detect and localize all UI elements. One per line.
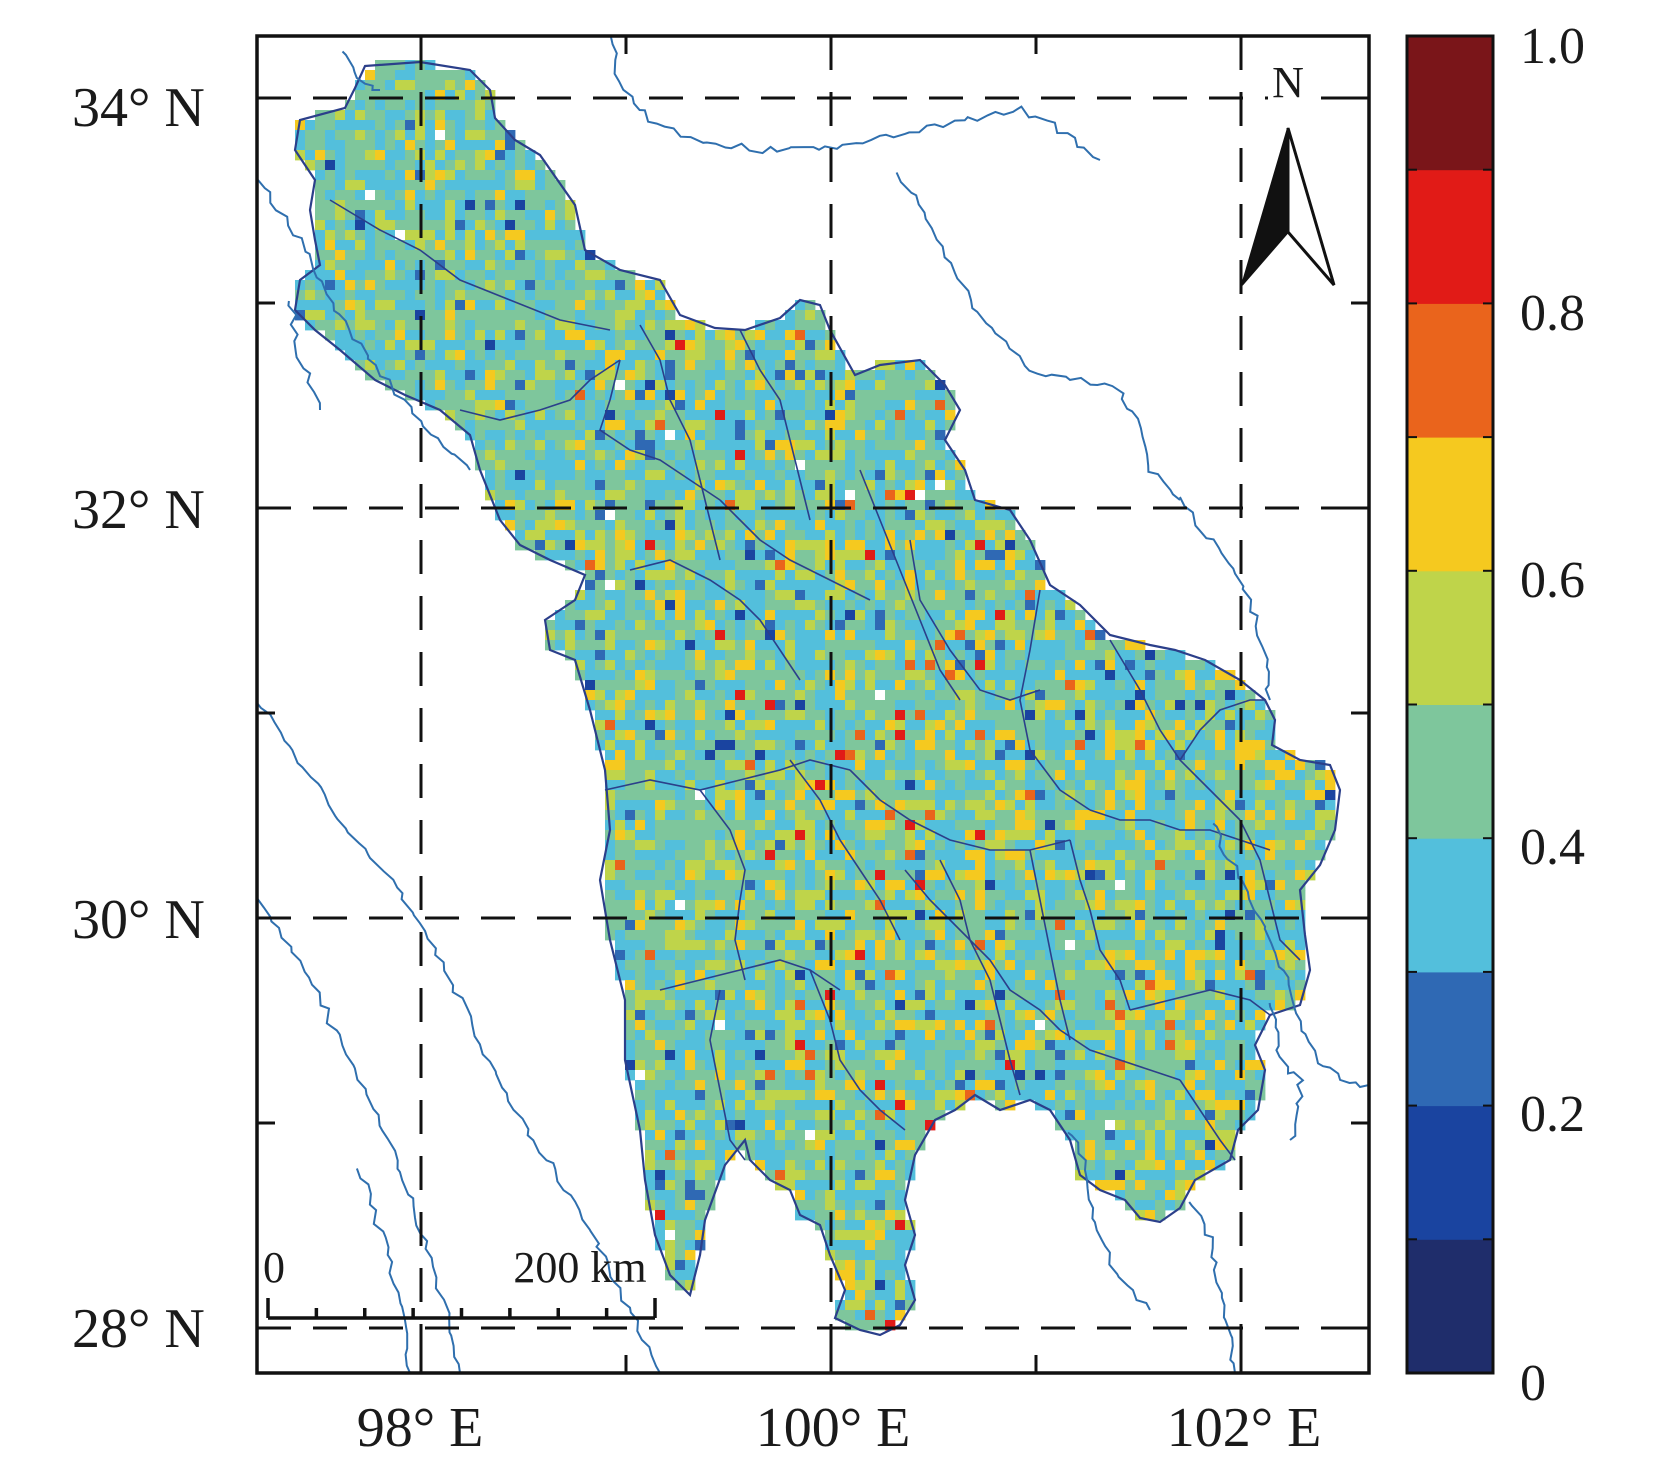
subregion-line-24 [1059, 1029, 1181, 1081]
graticule [257, 36, 1369, 1373]
lat-label-28: 28° N [72, 1298, 205, 1360]
colorbar-label-0.2: 0.2 [1520, 1086, 1585, 1143]
colorbar-bin-7 [1407, 303, 1493, 438]
river-10 [1188, 1201, 1236, 1373]
colorbar-label-0.8: 0.8 [1520, 285, 1585, 342]
subregion-line-26 [1179, 1079, 1236, 1161]
lon-label-102: 102° E [1167, 1397, 1322, 1459]
river-6 [1179, 496, 1271, 701]
region-boundary [293, 60, 1342, 1337]
subregion-line-17 [1069, 839, 1131, 1011]
colorbar-bin-9 [1407, 36, 1493, 171]
scale-bar-line [266, 1298, 657, 1320]
river-11 [341, 50, 380, 91]
river-8 [1268, 1002, 1305, 1141]
raster-pixels [295, 60, 1336, 1331]
frame-ticks [257, 36, 1369, 1373]
colorbar-bin-4 [1407, 704, 1493, 839]
subregion-line-21 [659, 959, 841, 991]
colorbar-label-0: 0 [1520, 1355, 1546, 1412]
colorbar-bin-5 [1407, 570, 1493, 705]
subregion-line-9 [1019, 589, 1091, 811]
subregion-line-6 [719, 499, 871, 601]
subregion-line-23 [809, 969, 906, 1131]
river-0 [257, 179, 471, 471]
colorbar: 0 0.2 0.4 0.6 0.8 1.0 [1405, 18, 1585, 1412]
subregion-line-19 [1239, 819, 1301, 961]
lat-label-30: 30° N [72, 889, 205, 951]
subregion-line-7 [859, 469, 961, 701]
subregion-line-12 [604, 759, 851, 791]
subregion-line-11 [1179, 699, 1265, 761]
lat-label-32: 32° N [72, 479, 205, 541]
subregion-line-20 [1029, 849, 1071, 1041]
map-frame [255, 34, 1371, 1375]
scale-bar-start-label: 0 [263, 1243, 285, 1292]
river-7 [1212, 822, 1369, 1089]
subregion-line-4 [599, 359, 721, 501]
colorbar-label-0.4: 0.4 [1520, 819, 1585, 876]
lon-label-98: 98° E [357, 1397, 484, 1459]
river-9 [1067, 1131, 1151, 1311]
colorbar-bins [1407, 36, 1493, 1374]
river-5 [895, 172, 1181, 501]
river-4 [609, 36, 1101, 161]
river-3 [355, 1168, 411, 1373]
subregion-line-3 [739, 329, 811, 521]
subregion-line-2 [639, 324, 721, 561]
subregion-line-8 [909, 539, 1041, 701]
subregion-line-5 [629, 559, 801, 681]
colorbar-bin-6 [1407, 437, 1493, 572]
subregion-line-1 [459, 359, 621, 421]
river-2 [257, 898, 461, 1373]
subregion-line-27 [939, 859, 1021, 1096]
colorbar-label-0.6: 0.6 [1520, 552, 1585, 609]
subregion-line-13 [699, 789, 746, 981]
subregion-line-25 [1129, 989, 1271, 1016]
river-1 [257, 701, 661, 1373]
north-arrow-label: N [1272, 58, 1304, 107]
lat-label-34: 34° N [72, 77, 205, 139]
rivers [257, 36, 1369, 1373]
subregion-line-0 [329, 199, 611, 331]
subregion-line-16 [904, 869, 1061, 1031]
north-arrow-right-half [1286, 127, 1336, 286]
north-arrow: N [1241, 58, 1336, 286]
subregion-line-15 [789, 759, 901, 941]
colorbar-bin-0 [1407, 1239, 1493, 1374]
river-12 [287, 300, 321, 411]
subregion-boundaries [329, 199, 1301, 1161]
colorbar-bin-1 [1407, 1105, 1493, 1240]
subregion-line-22 [709, 989, 746, 1161]
scale-bar-end-label: 200 km [513, 1243, 646, 1292]
colorbar-bin-8 [1407, 169, 1493, 304]
colorbar-bin-2 [1407, 971, 1493, 1107]
colorbar-bin-3 [1407, 838, 1493, 973]
subregion-line-10 [1109, 639, 1241, 821]
colorbar-label-1.0: 1.0 [1520, 18, 1585, 75]
lon-label-100: 100° E [756, 1397, 911, 1459]
colorbar-ticks [1407, 168, 1493, 1241]
scale-bar: 0 200 km [263, 1243, 657, 1320]
